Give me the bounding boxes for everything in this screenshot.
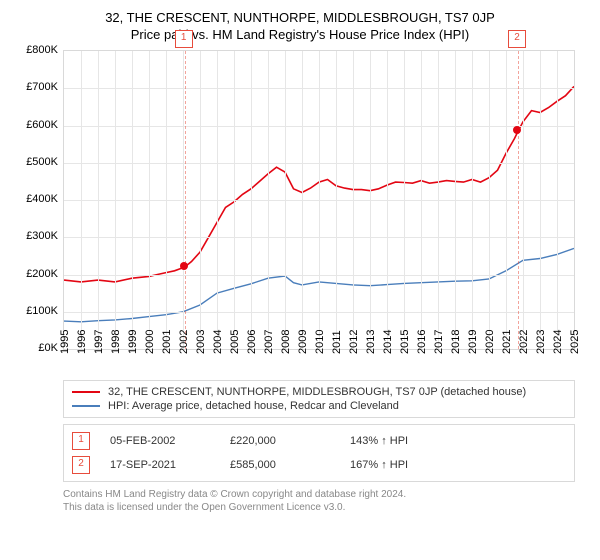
- grid-v: [234, 51, 235, 349]
- legend: 32, THE CRESCENT, NUNTHORPE, MIDDLESBROU…: [63, 380, 575, 418]
- event-badge: 1: [175, 30, 193, 48]
- grid-v: [455, 51, 456, 349]
- grid-v: [506, 51, 507, 349]
- y-tick-label: £400K: [13, 193, 58, 205]
- grid-v: [353, 51, 354, 349]
- x-tick-label: 2025: [569, 330, 599, 354]
- grid-v: [387, 51, 388, 349]
- grid-v: [421, 51, 422, 349]
- event-badge: 2: [508, 30, 526, 48]
- grid-v: [557, 51, 558, 349]
- plot-area: [63, 50, 575, 350]
- grid-v: [268, 51, 269, 349]
- event-row-badge: 2: [72, 456, 90, 474]
- y-tick-label: £300K: [13, 230, 58, 242]
- grid-v: [98, 51, 99, 349]
- grid-v: [251, 51, 252, 349]
- grid-v: [472, 51, 473, 349]
- grid-v: [285, 51, 286, 349]
- grid-v: [319, 51, 320, 349]
- chart-area: £0K£100K£200K£300K£400K£500K£600K£700K£8…: [63, 50, 575, 378]
- grid-v: [132, 51, 133, 349]
- event-row-hpi: 143% ↑ HPI: [350, 435, 450, 447]
- y-tick-label: £100K: [13, 305, 58, 317]
- grid-v: [149, 51, 150, 349]
- event-line: [518, 51, 519, 349]
- event-row-hpi: 167% ↑ HPI: [350, 459, 450, 471]
- event-row-date: 05-FEB-2002: [110, 435, 210, 447]
- y-tick-label: £500K: [13, 156, 58, 168]
- y-tick-label: £200K: [13, 268, 58, 280]
- y-tick-label: £700K: [13, 81, 58, 93]
- grid-v: [302, 51, 303, 349]
- grid-v: [115, 51, 116, 349]
- grid-v: [370, 51, 371, 349]
- event-row-date: 17-SEP-2021: [110, 459, 210, 471]
- license-line-2: This data is licensed under the Open Gov…: [63, 501, 575, 514]
- event-row: 2 17-SEP-2021 £585,000 167% ↑ HPI: [72, 453, 566, 477]
- event-line: [185, 51, 186, 349]
- grid-v: [404, 51, 405, 349]
- events-table: 1 05-FEB-2002 £220,000 143% ↑ HPI 2 17-SEP-20…: [63, 424, 575, 482]
- event-row-price: £585,000: [230, 459, 330, 471]
- legend-row: 32, THE CRESCENT, NUNTHORPE, MIDDLESBROU…: [72, 385, 566, 399]
- chart-title: 32, THE CRESCENT, NUNTHORPE, MIDDLESBROU…: [15, 10, 585, 25]
- grid-v: [336, 51, 337, 349]
- grid-v: [81, 51, 82, 349]
- license-text: Contains HM Land Registry data © Crown c…: [63, 488, 575, 514]
- grid-v: [200, 51, 201, 349]
- grid-v: [217, 51, 218, 349]
- event-row-badge: 1: [72, 432, 90, 450]
- grid-v: [489, 51, 490, 349]
- legend-swatch: [72, 405, 100, 407]
- legend-row: HPI: Average price, detached house, Redc…: [72, 399, 566, 413]
- legend-label: 32, THE CRESCENT, NUNTHORPE, MIDDLESBROU…: [108, 386, 526, 398]
- event-row: 1 05-FEB-2002 £220,000 143% ↑ HPI: [72, 429, 566, 453]
- chart-subtitle: Price paid vs. HM Land Registry's House …: [15, 27, 585, 42]
- grid-v: [540, 51, 541, 349]
- y-tick-label: £800K: [13, 44, 58, 56]
- event-marker: [180, 262, 188, 270]
- legend-label: HPI: Average price, detached house, Redc…: [108, 400, 399, 412]
- y-tick-label: £600K: [13, 119, 58, 131]
- grid-v: [523, 51, 524, 349]
- grid-v: [166, 51, 167, 349]
- event-marker: [513, 126, 521, 134]
- grid-v: [438, 51, 439, 349]
- y-tick-label: £0K: [13, 342, 58, 354]
- license-line-1: Contains HM Land Registry data © Crown c…: [63, 488, 575, 501]
- event-row-price: £220,000: [230, 435, 330, 447]
- legend-swatch: [72, 391, 100, 393]
